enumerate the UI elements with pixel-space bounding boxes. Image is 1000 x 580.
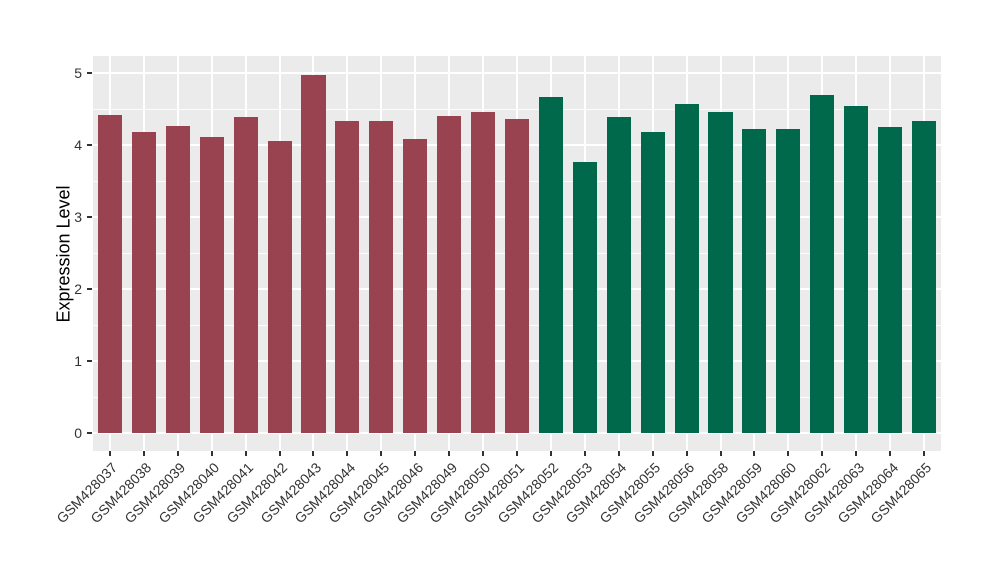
x-tick-mark-GSM428044 — [346, 451, 349, 456]
y-tick-label-2: 2 — [74, 281, 82, 298]
y-tick-mark-5 — [87, 72, 92, 75]
bar-GSM428059 — [742, 129, 767, 433]
y-tick-mark-4 — [87, 144, 92, 147]
x-tick-mark-GSM428042 — [278, 451, 281, 456]
bar-GSM428056 — [674, 104, 699, 433]
x-tick-mark-GSM428045 — [380, 451, 383, 456]
x-tick-mark-GSM428063 — [855, 451, 858, 456]
y-tick-label-4: 4 — [74, 137, 82, 154]
bar-GSM428054 — [606, 117, 631, 433]
bar-GSM428041 — [233, 117, 258, 433]
x-tick-mark-GSM428052 — [549, 451, 552, 456]
bar-GSM428065 — [911, 121, 937, 433]
y-tick-mark-0 — [87, 432, 92, 434]
x-tick-mark-GSM428062 — [821, 451, 824, 456]
y-tick-label-0: 0 — [74, 425, 82, 441]
x-tick-mark-GSM428051 — [516, 451, 518, 456]
bar-GSM428053 — [572, 162, 597, 433]
x-tick-mark-GSM428041 — [244, 451, 247, 456]
y-tick-label-5: 5 — [74, 65, 82, 82]
bar-GSM428040 — [199, 136, 224, 433]
x-tick-mark-GSM428055 — [651, 451, 654, 456]
x-tick-mark-GSM428038 — [142, 451, 145, 456]
bar-GSM428058 — [708, 112, 733, 433]
bar-GSM428046 — [403, 139, 428, 433]
x-tick-mark-GSM428053 — [583, 451, 586, 456]
x-tick-mark-GSM428037 — [108, 451, 111, 456]
bar-GSM428060 — [776, 128, 801, 433]
bar-GSM428055 — [640, 131, 665, 433]
bar-GSM428044 — [335, 121, 360, 433]
x-tick-mark-GSM428065 — [923, 451, 926, 456]
x-tick-mark-GSM428060 — [787, 451, 790, 456]
x-tick-mark-GSM428040 — [210, 451, 213, 456]
bar-GSM428038 — [131, 132, 156, 433]
y-axis: 0 1 2 3 4 5 — [0, 56, 93, 451]
x-axis: GSM428037 GSM428038 GSM428039 GSM428040 GSM4… — [54, 451, 941, 579]
x-tick-mark-GSM428059 — [753, 451, 756, 456]
x-tick-mark-GSM428043 — [312, 451, 315, 456]
bar-GSM428051 — [504, 118, 530, 433]
bar-GSM428049 — [437, 116, 462, 433]
x-tick-mark-GSM428046 — [414, 451, 417, 456]
bar-GSM428042 — [267, 140, 292, 433]
x-tick-mark-GSM428039 — [176, 451, 179, 456]
bar-GSM428043 — [301, 75, 326, 433]
bar-GSM428045 — [369, 121, 394, 433]
x-tick-mark-GSM428054 — [617, 451, 620, 456]
bar-GSM428052 — [538, 97, 563, 433]
bar-GSM428064 — [878, 127, 903, 433]
y-tick-label-3: 3 — [74, 209, 82, 226]
y-tick-mark-2 — [87, 288, 92, 291]
bar-GSM428037 — [97, 114, 122, 433]
x-tick-mark-GSM428058 — [719, 451, 722, 456]
bar-GSM428050 — [471, 112, 496, 433]
bar-GSM428063 — [844, 105, 869, 433]
y-tick-mark-1 — [87, 360, 92, 363]
y-tick-mark-3 — [87, 216, 92, 219]
y-tick-label-1: 1 — [74, 353, 82, 370]
plot-panel — [93, 56, 941, 451]
x-tick-mark-GSM428056 — [685, 451, 688, 456]
x-tick-mark-GSM428050 — [482, 451, 485, 456]
bar-GSM428039 — [165, 125, 190, 433]
x-tick-mark-GSM428049 — [448, 451, 451, 456]
bar-GSM428062 — [810, 94, 835, 433]
x-tick-mark-GSM428064 — [889, 451, 892, 456]
